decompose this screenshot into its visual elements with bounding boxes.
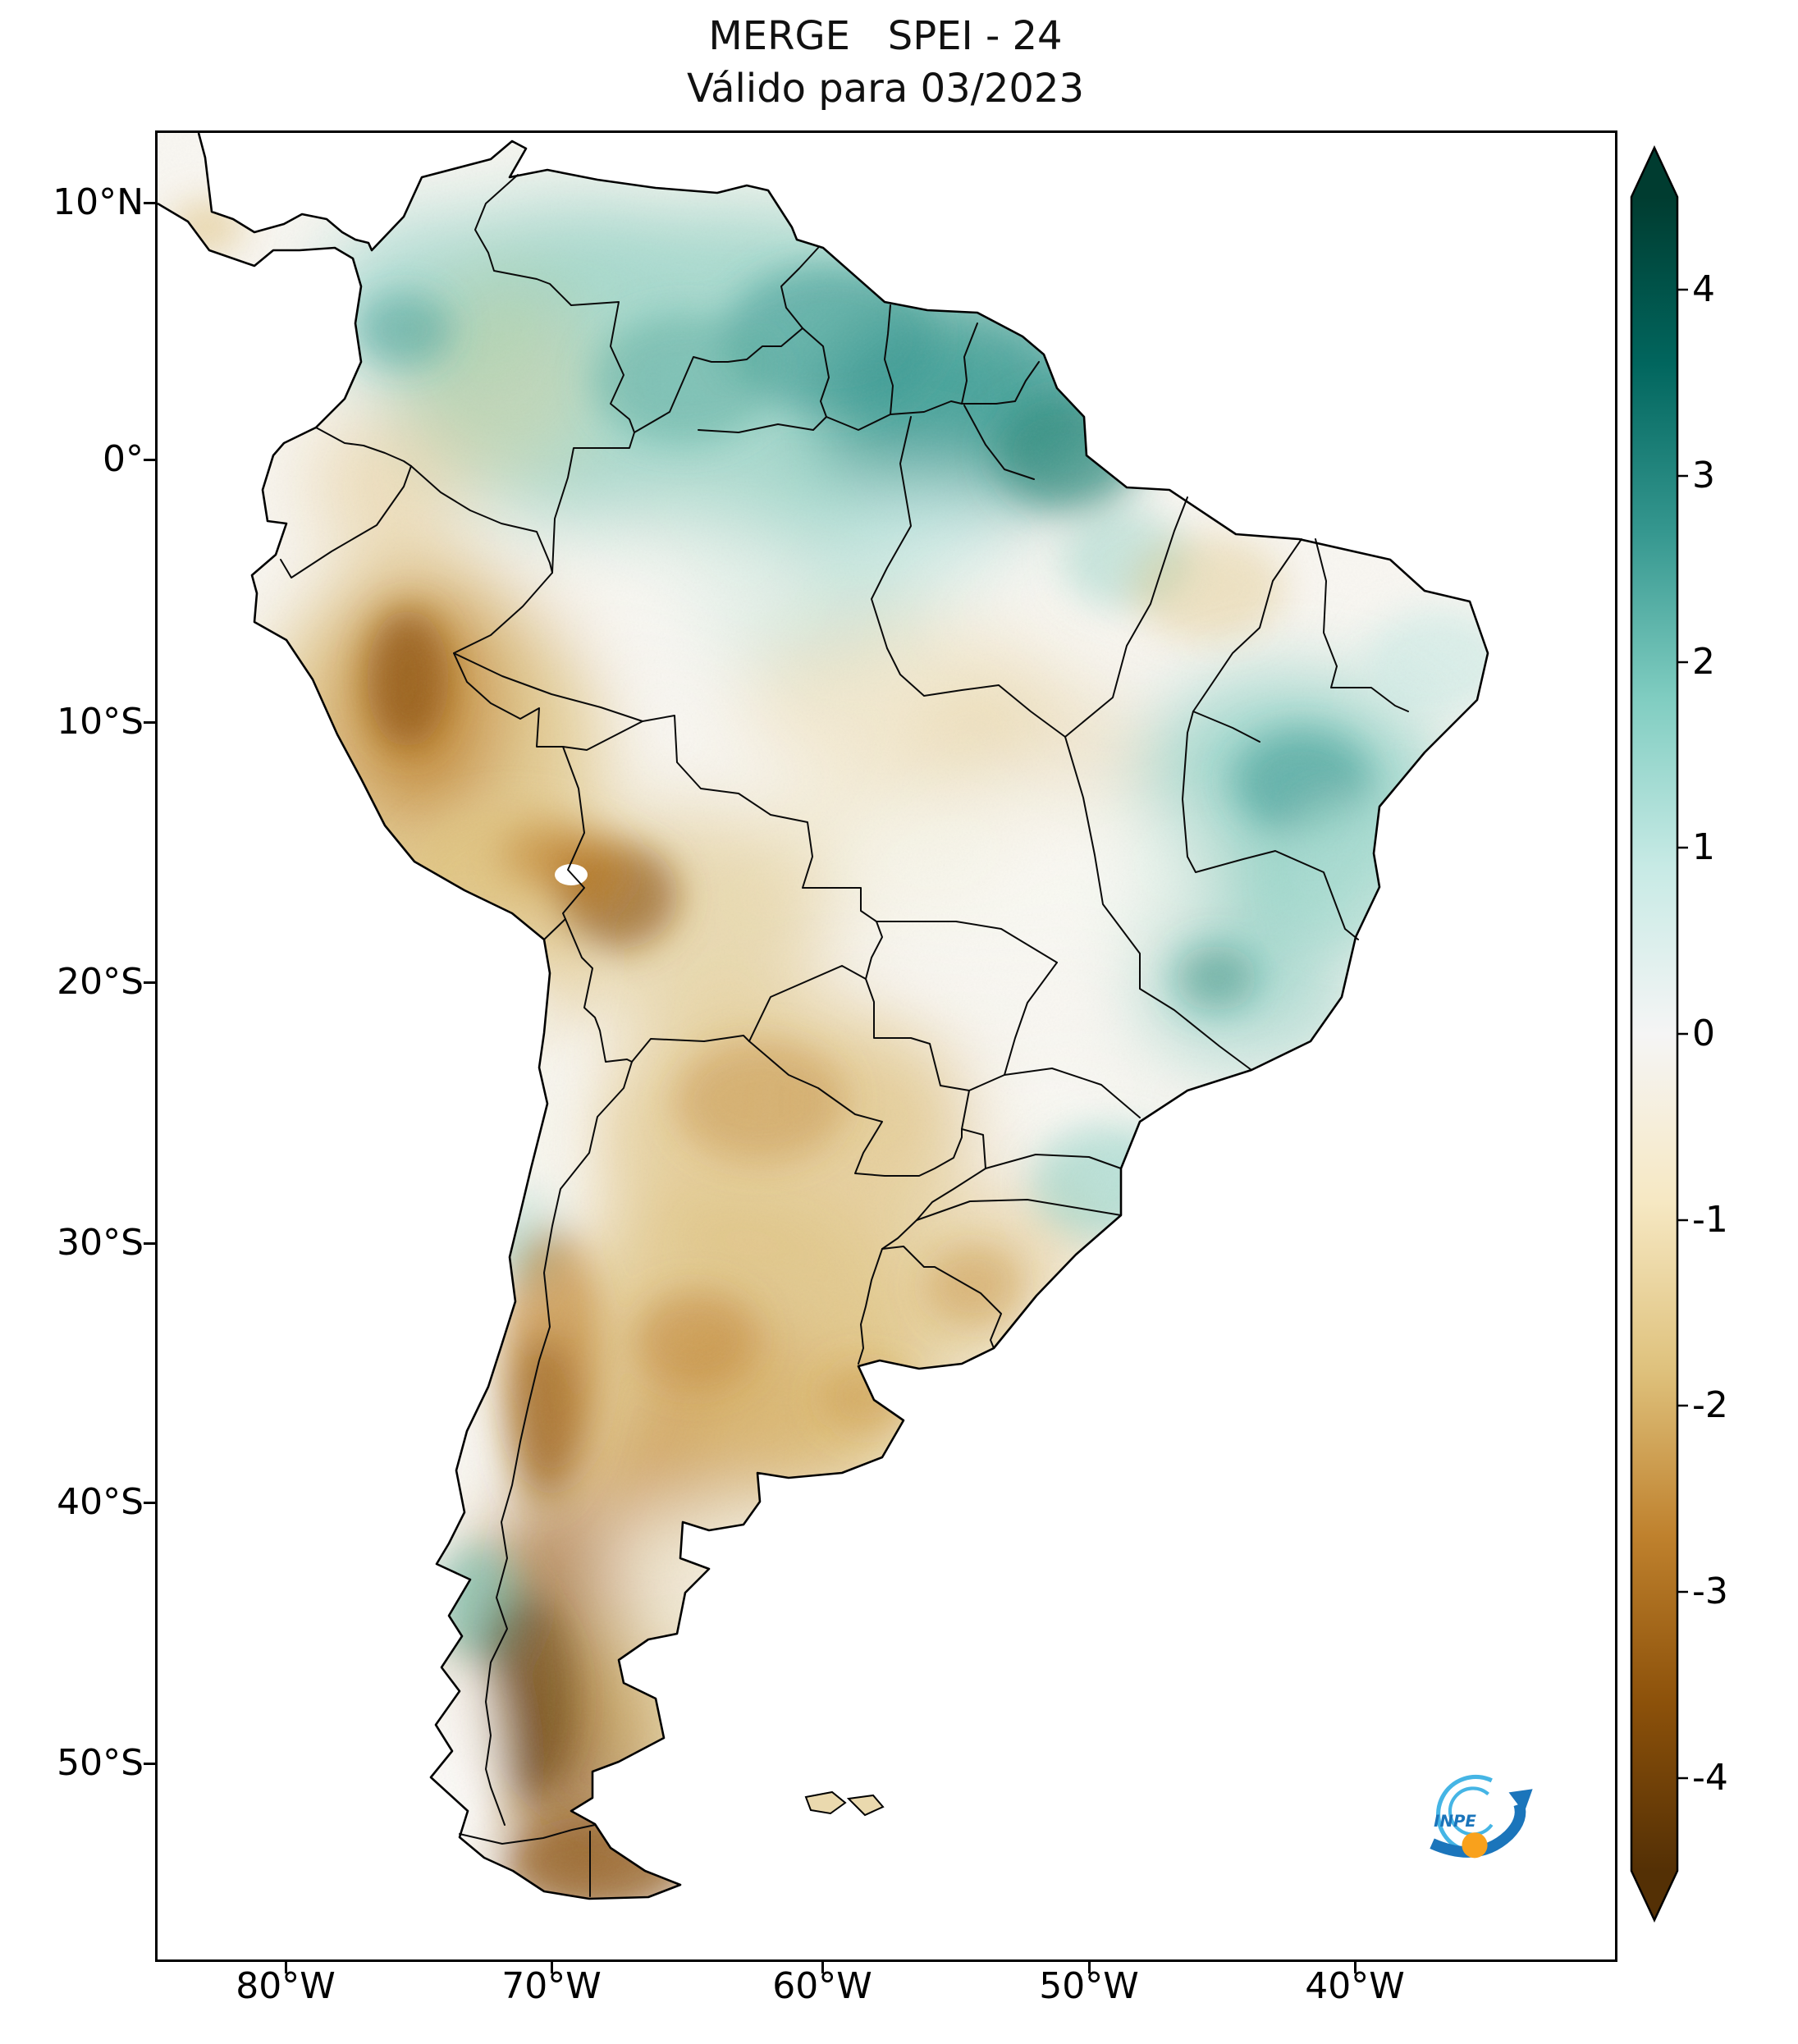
y-axis-label-0: 0° [103, 438, 144, 480]
logo-text: INPE [1434, 1812, 1476, 1831]
inpe-logo: INPE [1405, 1762, 1544, 1873]
falkland-islands [804, 1790, 885, 1817]
colorbar-label-m2: -2 [1692, 1384, 1728, 1426]
x-axis-label-60w: 60°W [772, 1965, 872, 2007]
x-axis-label-70w: 70°W [501, 1965, 602, 2007]
logo-arrow [1430, 1802, 1526, 1858]
coastline-outline [158, 133, 1489, 1900]
logo-arrowhead [1508, 1789, 1533, 1813]
x-tick-mark [285, 1962, 287, 1973]
colorbar-outline [1630, 145, 1679, 1923]
y-axis-label-30s: 30°S [57, 1222, 144, 1264]
colorbar-top-extension [1631, 148, 1677, 197]
y-axis-label-10n: 10°N [53, 181, 144, 223]
map-plot-area: INPE [155, 130, 1617, 1962]
x-tick-mark [1354, 1962, 1357, 1973]
colorbar-label-m1: -1 [1692, 1199, 1728, 1241]
map-title: MERGE SPEI - 24 [708, 13, 1063, 59]
y-tick-mark [144, 1502, 155, 1504]
colorbar-label-3: 3 [1692, 455, 1715, 496]
colorbar-label-4: 4 [1692, 268, 1715, 310]
y-axis-label-20s: 20°S [57, 961, 144, 1003]
colorbar-label-m3: -3 [1692, 1571, 1728, 1612]
x-axis-label-50w: 50°W [1039, 1965, 1139, 2007]
colorbar-tick-marks [1677, 288, 1688, 1780]
y-axis-label-50s: 50°S [57, 1742, 144, 1784]
y-tick-mark [144, 981, 155, 984]
x-tick-mark [821, 1962, 824, 1973]
colorbar-label-m4: -4 [1692, 1757, 1728, 1799]
y-axis-label-40s: 40°S [57, 1481, 144, 1523]
x-axis-label-40w: 40°W [1305, 1965, 1405, 2007]
colorbar-label-1: 1 [1692, 826, 1715, 868]
colorbar [1630, 145, 1688, 1923]
logo-orange-dot [1462, 1832, 1488, 1859]
map-canvas [158, 133, 1489, 1900]
state-borders [453, 405, 1409, 1221]
y-tick-mark [144, 459, 155, 461]
y-tick-mark [144, 202, 155, 204]
country-borders [280, 174, 1040, 1897]
colorbar-bottom-extension [1631, 1871, 1677, 1920]
y-tick-mark [144, 721, 155, 724]
y-tick-mark [144, 1763, 155, 1765]
lake-titicaca [555, 864, 588, 885]
spei-field [158, 133, 1488, 1899]
y-tick-mark [144, 1242, 155, 1245]
map-subtitle: Válido para 03/2023 [687, 66, 1084, 112]
x-tick-mark [1088, 1962, 1091, 1973]
colorbar-label-0: 0 [1692, 1013, 1715, 1054]
y-axis-label-10s: 10°S [57, 701, 144, 743]
x-axis-label-80w: 80°W [236, 1965, 336, 2007]
x-tick-mark [551, 1962, 553, 1973]
colorbar-gradient [1631, 197, 1677, 1871]
colorbar-label-2: 2 [1692, 641, 1715, 683]
